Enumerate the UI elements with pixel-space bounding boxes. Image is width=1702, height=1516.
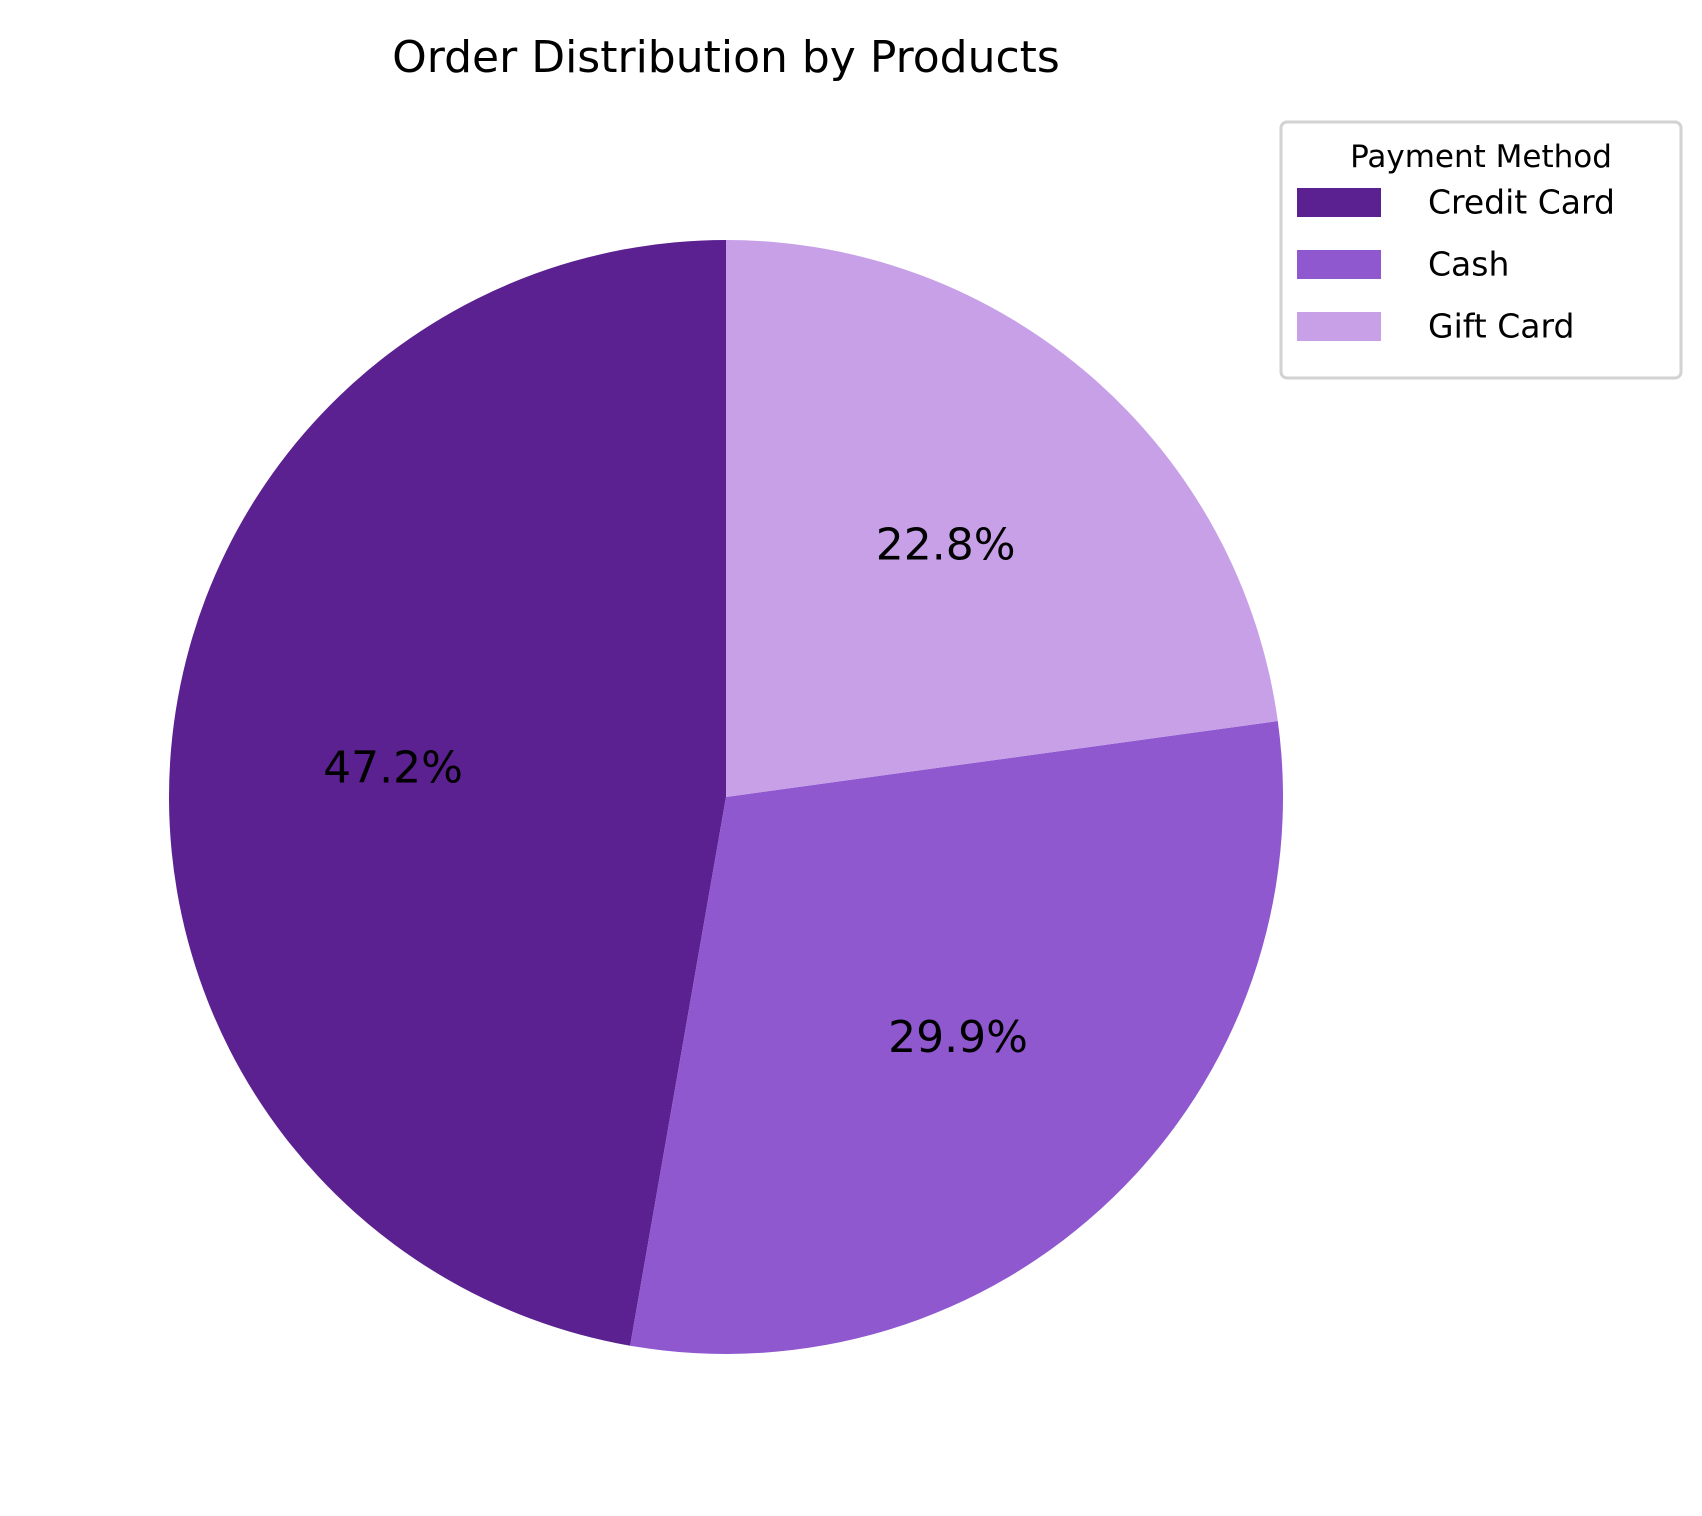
legend: Payment Method Credit Card Cash Gift Card xyxy=(1279,120,1683,380)
pie-slices xyxy=(168,240,1283,1354)
legend-swatch-gift-card xyxy=(1297,312,1381,341)
pie-slice-cash xyxy=(630,721,1283,1354)
pie-labels: 47.2% 29.9% 22.8% xyxy=(323,520,1028,1063)
pie-label-gift-card: 22.8% xyxy=(876,520,1016,571)
chart-title: Order Distribution by Products xyxy=(392,32,1060,83)
legend-swatch-credit-card xyxy=(1297,188,1381,217)
pie-slice-credit-card xyxy=(168,240,726,1346)
legend-label-cash: Cash xyxy=(1428,245,1509,284)
legend-swatch-cash xyxy=(1297,250,1381,279)
pie-slice-gift-card xyxy=(726,240,1278,797)
legend-items: Credit Card Cash Gift Card xyxy=(1297,183,1615,346)
legend-label-gift-card: Gift Card xyxy=(1428,307,1574,346)
legend-title: Payment Method xyxy=(1350,139,1612,175)
legend-label-credit-card: Credit Card xyxy=(1428,183,1615,222)
pie-label-credit-card: 47.2% xyxy=(323,743,463,794)
pie-label-cash: 29.9% xyxy=(888,1012,1028,1063)
